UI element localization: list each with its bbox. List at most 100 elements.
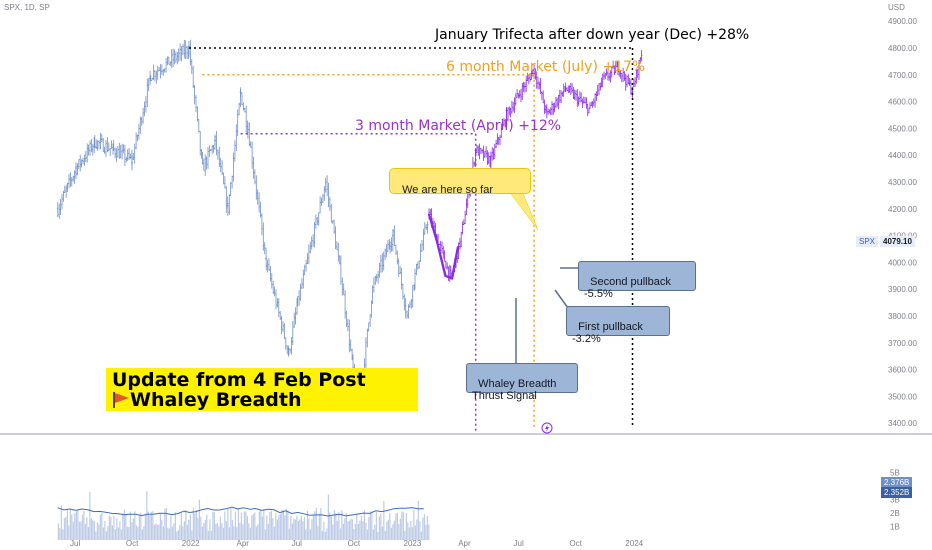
volume-bar — [102, 527, 104, 540]
volume-bar — [257, 524, 259, 540]
whaley-signal-callout: Whaley Breadth Thrust Signal — [466, 363, 578, 402]
volume-bar — [342, 523, 344, 540]
volume-bar — [101, 512, 103, 540]
volume-bar — [371, 511, 373, 540]
volume-bar — [246, 516, 248, 540]
volume-panel — [57, 491, 430, 540]
volume-bar — [135, 525, 137, 540]
three-month-annotation: 3 month Market (April) +12% — [355, 118, 561, 134]
volume-bar — [386, 521, 388, 540]
volume-bar — [57, 523, 59, 540]
volume-tick-label: 5B — [890, 469, 900, 478]
volume-bar — [75, 511, 77, 540]
volume-bar — [323, 522, 325, 540]
volume-bar — [107, 525, 109, 540]
time-tick-label: Oct — [569, 539, 582, 548]
symbol-price-tag: SPX — [856, 236, 879, 247]
volume-bar — [143, 526, 145, 540]
volume-bar — [162, 526, 164, 540]
volume-bar — [218, 526, 220, 540]
volume-bar — [81, 514, 83, 540]
volume-bar — [302, 521, 304, 540]
volume-bar — [263, 509, 265, 540]
volume-tag-1-value: 2.376B — [884, 478, 910, 487]
volume-bar — [177, 530, 179, 540]
first-pullback-text: First pullback -3.2% — [572, 321, 643, 345]
volume-bar — [156, 524, 158, 540]
volume-bar — [315, 507, 317, 540]
volume-bar — [360, 515, 362, 540]
price-tick-label: 4800.00 — [888, 44, 917, 53]
volume-bar — [365, 522, 367, 540]
volume-bar — [180, 512, 182, 540]
volume-bar — [396, 512, 398, 540]
volume-bar — [68, 525, 70, 540]
time-tick-label: Apr — [458, 539, 471, 548]
volume-bar — [272, 518, 274, 540]
volume-bar — [65, 517, 67, 540]
volume-bar — [300, 515, 302, 540]
volume-bar — [60, 505, 62, 540]
volume-bar — [126, 526, 128, 540]
update-subtitle-row: Whaley Breadth — [112, 390, 412, 410]
volume-bar — [119, 521, 121, 540]
first-pullback-pointer — [554, 289, 569, 309]
volume-bar — [264, 529, 266, 540]
volume-bar — [389, 513, 391, 540]
volume-bar — [122, 513, 124, 540]
volume-bar — [203, 523, 205, 540]
volume-bar — [191, 530, 193, 540]
price-tick-label: 4000.00 — [888, 258, 917, 267]
volume-bar — [413, 509, 415, 540]
volume-bar — [350, 518, 352, 540]
volume-bar — [414, 525, 416, 540]
volume-bar — [128, 526, 130, 540]
volume-bar — [425, 524, 427, 540]
volume-bar — [210, 531, 212, 540]
volume-bar — [269, 512, 271, 540]
volume-bar — [204, 520, 206, 540]
first-pullback-callout: First pullback -3.2% — [566, 306, 670, 345]
price-tick-label: 4600.00 — [888, 98, 917, 107]
volume-bar — [78, 521, 80, 540]
time-tick-label: Apr — [237, 539, 250, 548]
six-month-annotation: 6 month Market (July) +17% — [446, 59, 645, 75]
volume-bar — [93, 520, 95, 540]
volume-bar — [410, 520, 412, 540]
volume-bar — [294, 519, 296, 540]
volume-tag-2: 2.352B — [881, 487, 913, 498]
price-tick-label: 4500.00 — [888, 124, 917, 133]
volume-bar — [275, 513, 277, 540]
volume-bar — [215, 523, 217, 540]
volume-bar — [417, 500, 419, 540]
volume-bar — [420, 531, 422, 540]
volume-bar — [369, 511, 371, 540]
volume-bar — [255, 526, 257, 540]
volume-bar — [303, 517, 305, 540]
volume-bar — [233, 526, 235, 540]
volume-bar — [359, 520, 361, 540]
volume-bar — [297, 520, 299, 540]
volume-bar — [189, 514, 191, 540]
volume-bar — [59, 527, 61, 540]
volume-bar — [209, 519, 211, 540]
volume-bar — [387, 519, 389, 540]
lightning-icon[interactable] — [541, 422, 553, 434]
volume-bar — [149, 515, 151, 540]
trifecta-annotation: January Trifecta after down year (Dec) +… — [434, 27, 749, 43]
volume-bar — [72, 521, 74, 540]
volume-bar — [270, 510, 272, 540]
volume-bar — [309, 529, 311, 540]
volume-bar — [132, 518, 134, 540]
volume-bar — [168, 528, 170, 540]
volume-bar — [251, 515, 253, 540]
volume-bar — [426, 515, 428, 540]
volume-bar — [381, 526, 383, 540]
price-tick-label: 3400.00 — [888, 419, 917, 428]
price-tick-label: 4300.00 — [888, 178, 917, 187]
volume-bar — [134, 511, 136, 540]
volume-bar — [317, 525, 319, 540]
volume-bar — [428, 524, 430, 540]
volume-bar — [170, 515, 172, 540]
